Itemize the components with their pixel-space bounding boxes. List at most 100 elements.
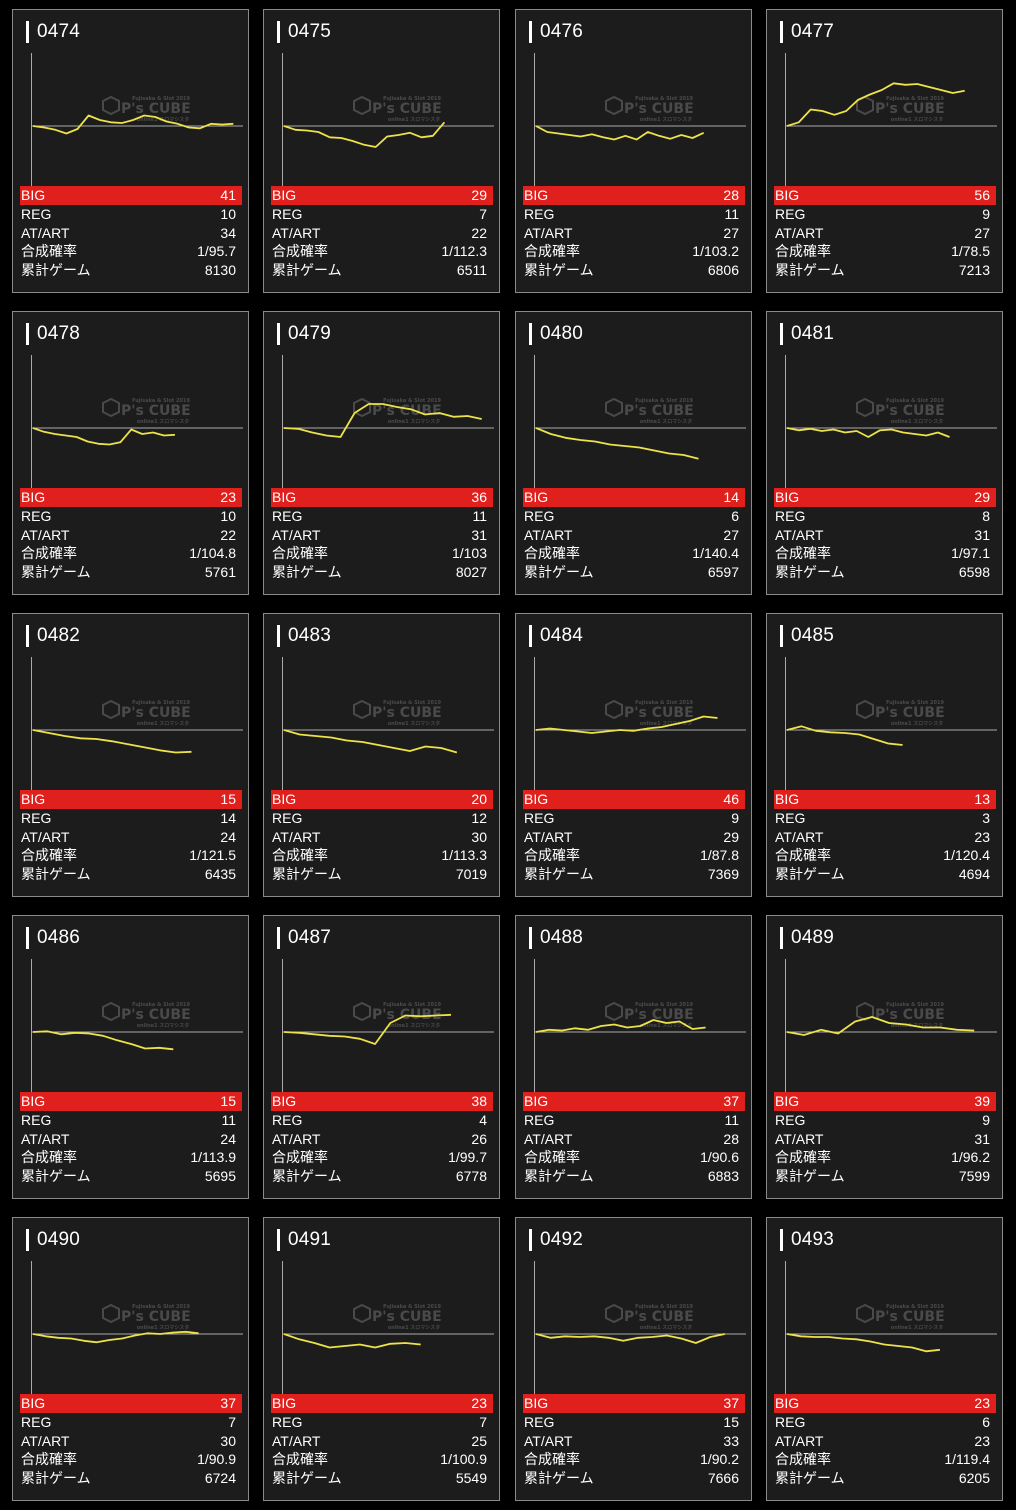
machine-card-0493[interactable]: 0493 Fujisaka & Slot 2019 P's CUBE online1… bbox=[766, 1217, 1003, 1501]
prob-row: 合成確率 1/90.9 bbox=[20, 1450, 242, 1469]
stats-table: BIG 23 REG 6 AT/ART 23 合成確率 1/119.4 累計ゲー… bbox=[774, 1394, 996, 1488]
machine-card-0490[interactable]: 0490 Fujisaka & Slot 2019 P's CUBE online1… bbox=[12, 1217, 249, 1501]
big-row: BIG 20 bbox=[271, 790, 493, 809]
watermark-sub-text: online1 スロマシスタ bbox=[640, 1022, 693, 1029]
machine-card-0483[interactable]: 0483 Fujisaka & Slot 2019 P's CUBE online1… bbox=[263, 613, 500, 897]
prob-value: 1/103 bbox=[451, 545, 487, 562]
at-label: AT/ART bbox=[775, 1130, 824, 1147]
reg-row: REG 11 bbox=[523, 205, 745, 224]
games-row: 累計ゲーム 5761 bbox=[20, 563, 242, 582]
watermark-top-text: Fujisaka & Slot 2019 bbox=[635, 700, 693, 706]
card-title: 0487 bbox=[277, 926, 331, 950]
at-row: AT/ART 30 bbox=[20, 1432, 242, 1451]
watermark-top-text: Fujisaka & Slot 2019 bbox=[132, 398, 190, 404]
prob-row: 合成確率 1/90.2 bbox=[523, 1450, 745, 1469]
games-row: 累計ゲーム 7019 bbox=[271, 865, 493, 884]
big-row: BIG 23 bbox=[774, 1394, 996, 1413]
watermark-top-text: Fujisaka & Slot 2019 bbox=[886, 96, 944, 102]
reg-count: 9 bbox=[982, 205, 990, 222]
big-label: BIG bbox=[524, 187, 549, 203]
at-row: AT/ART 27 bbox=[523, 224, 745, 243]
watermark-top-text: Fujisaka & Slot 2019 bbox=[132, 96, 190, 102]
big-label: BIG bbox=[775, 1093, 800, 1109]
games-row: 累計ゲーム 6205 bbox=[774, 1469, 996, 1488]
reg-label: REG bbox=[21, 507, 52, 524]
at-label: AT/ART bbox=[524, 1130, 573, 1147]
machine-card-0481[interactable]: 0481 Fujisaka & Slot 2019 P's CUBE online1… bbox=[766, 311, 1003, 595]
machine-card-0480[interactable]: 0480 Fujisaka & Slot 2019 P's CUBE online1… bbox=[515, 311, 752, 595]
big-label: BIG bbox=[272, 489, 297, 505]
prob-label: 合成確率 bbox=[524, 1149, 580, 1166]
big-row: BIG 39 bbox=[774, 1092, 996, 1111]
at-count: 23 bbox=[974, 828, 990, 845]
big-row: BIG 28 bbox=[523, 186, 745, 205]
reg-count: 10 bbox=[220, 507, 236, 524]
watermark-sub-text: online1 スロマシスタ bbox=[388, 116, 441, 123]
big-count: 13 bbox=[974, 791, 990, 807]
machine-card-0489[interactable]: 0489 Fujisaka & Slot 2019 P's CUBE online1… bbox=[766, 915, 1003, 1199]
big-label: BIG bbox=[21, 489, 46, 505]
at-count: 24 bbox=[220, 828, 236, 845]
games-value: 7019 bbox=[455, 866, 487, 883]
machine-card-0478[interactable]: 0478 Fujisaka & Slot 2019 P's CUBE online1… bbox=[12, 311, 249, 595]
machine-card-0484[interactable]: 0484 Fujisaka & Slot 2019 P's CUBE online1… bbox=[515, 613, 752, 897]
watermark-top-text: Fujisaka & Slot 2019 bbox=[383, 1304, 441, 1310]
machine-card-0492[interactable]: 0492 Fujisaka & Slot 2019 P's CUBE online1… bbox=[515, 1217, 752, 1501]
trend-line bbox=[786, 1333, 940, 1353]
reg-row: REG 10 bbox=[20, 507, 242, 526]
big-row: BIG 36 bbox=[271, 488, 493, 507]
reg-row: REG 6 bbox=[774, 1413, 996, 1432]
reg-row: REG 7 bbox=[20, 1413, 242, 1432]
watermark-brand: P's CUBE bbox=[875, 1309, 945, 1325]
trend-line bbox=[535, 1333, 725, 1344]
machine-number: 0482 bbox=[37, 625, 81, 646]
card-title: 0489 bbox=[780, 926, 834, 950]
prob-row: 合成確率 1/100.9 bbox=[271, 1450, 493, 1469]
reg-count: 9 bbox=[731, 809, 739, 826]
trend-line bbox=[283, 121, 446, 148]
trend-line bbox=[32, 729, 192, 754]
machine-card-0477[interactable]: 0477 Fujisaka & Slot 2019 P's CUBE online1… bbox=[766, 9, 1003, 293]
prob-label: 合成確率 bbox=[775, 1149, 831, 1166]
at-row: AT/ART 24 bbox=[20, 828, 242, 847]
reg-count: 9 bbox=[982, 1111, 990, 1128]
watermark-top-text: Fujisaka & Slot 2019 bbox=[886, 398, 944, 404]
machine-card-0488[interactable]: 0488 Fujisaka & Slot 2019 P's CUBE online1… bbox=[515, 915, 752, 1199]
machine-card-0475[interactable]: 0475 Fujisaka & Slot 2019 P's CUBE online1… bbox=[263, 9, 500, 293]
reg-row: REG 7 bbox=[271, 1413, 493, 1432]
stats-table: BIG 38 REG 4 AT/ART 26 合成確率 1/99.7 累計ゲーム… bbox=[271, 1092, 493, 1186]
big-row: BIG 23 bbox=[20, 488, 242, 507]
machine-number: 0493 bbox=[791, 1229, 835, 1250]
card-title: 0490 bbox=[26, 1228, 80, 1252]
watermark-sub-text: online1 スロマシスタ bbox=[388, 1022, 441, 1029]
machine-card-0482[interactable]: 0482 Fujisaka & Slot 2019 P's CUBE online1… bbox=[12, 613, 249, 897]
watermark-brand: P's CUBE bbox=[624, 705, 694, 721]
big-row: BIG 29 bbox=[774, 488, 996, 507]
at-label: AT/ART bbox=[775, 828, 824, 845]
reg-label: REG bbox=[775, 809, 806, 826]
machine-card-0476[interactable]: 0476 Fujisaka & Slot 2019 P's CUBE online1… bbox=[515, 9, 752, 293]
big-row: BIG 41 bbox=[20, 186, 242, 205]
machine-card-0479[interactable]: 0479 Fujisaka & Slot 2019 P's CUBE online1… bbox=[263, 311, 500, 595]
machine-number: 0492 bbox=[540, 1229, 584, 1250]
machine-card-0491[interactable]: 0491 Fujisaka & Slot 2019 P's CUBE online1… bbox=[263, 1217, 500, 1501]
machine-card-0486[interactable]: 0486 Fujisaka & Slot 2019 P's CUBE online1… bbox=[12, 915, 249, 1199]
reg-count: 8 bbox=[982, 507, 990, 524]
machine-card-0487[interactable]: 0487 Fujisaka & Slot 2019 P's CUBE online1… bbox=[263, 915, 500, 1199]
machine-card-0474[interactable]: 0474 Fujisaka & Slot 2019 P's CUBE online1… bbox=[12, 9, 249, 293]
reg-label: REG bbox=[272, 507, 303, 524]
games-label: 累計ゲーム bbox=[272, 1168, 342, 1185]
reg-label: REG bbox=[272, 1413, 303, 1430]
prob-label: 合成確率 bbox=[272, 545, 328, 562]
prob-row: 合成確率 1/99.7 bbox=[271, 1148, 493, 1167]
stats-table: BIG 28 REG 11 AT/ART 27 合成確率 1/103.2 累計ゲ… bbox=[523, 186, 745, 280]
reg-row: REG 8 bbox=[774, 507, 996, 526]
machine-card-0485[interactable]: 0485 Fujisaka & Slot 2019 P's CUBE online1… bbox=[766, 613, 1003, 897]
machine-number: 0486 bbox=[37, 927, 81, 948]
trend-line bbox=[535, 427, 699, 460]
cube-logo-icon bbox=[353, 95, 371, 116]
prob-label: 合成確率 bbox=[272, 1149, 328, 1166]
watermark-brand: P's CUBE bbox=[624, 403, 694, 419]
